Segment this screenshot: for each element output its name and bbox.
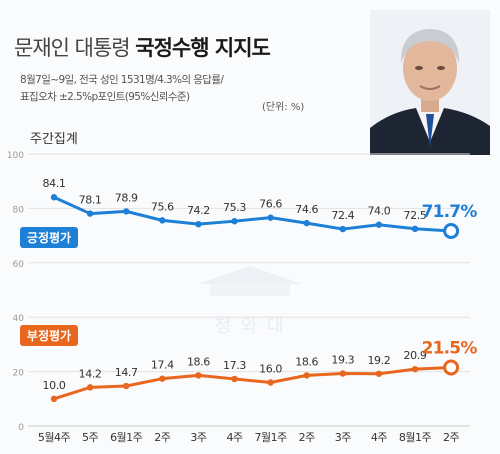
series-1-point-10 [411,365,419,373]
series-0-data-label-4: 74.2 [187,204,210,217]
x-tick-label-9: 4주 [371,431,387,444]
president-portrait-photo [370,10,490,155]
legend-badge-1 [20,325,78,346]
series-1-point-11 [443,359,460,376]
series-1-point-3 [159,375,166,382]
x-tick-label-11: 2주 [443,431,459,444]
legend-badge-0 [20,227,78,248]
x-tick-label-2: 6월1주 [110,431,143,444]
survey-note: 8월7일~9일, 전국 성인 1531명/4.3%의 응답률/ 표집오차 ±2.… [20,72,252,106]
series-0-data-label-5: 75.3 [223,201,246,214]
series-1-data-label-6: 16.0 [259,362,282,375]
series-0-point-0 [50,194,58,201]
x-tick-label-5: 4주 [226,431,242,444]
series-0-point-8 [339,225,346,233]
x-tick-label-4: 3주 [190,431,206,444]
series-0-data-label-3: 75.6 [151,200,174,213]
page-title: 문재인 대통령 국정수행 지지도 [14,32,271,62]
series-1-point-8 [339,370,346,377]
series-0-data-label-7: 74.6 [295,203,318,216]
series-1-data-label-2: 14.7 [115,366,138,379]
title-light: 문재인 대통령 [14,36,131,60]
series-1-point-5 [231,375,238,383]
y-tick-label-0: 0 [18,423,24,433]
series-line-1 [53,366,452,401]
series-0-point-9 [375,221,383,228]
series-1-point-0 [50,395,58,402]
series-0-data-label-6: 76.6 [259,198,282,211]
x-tick-label-0: 5월4주 [38,431,71,444]
series-0-point-3 [159,217,166,224]
x-tick-label-7: 2주 [299,431,315,444]
series-0-point-4 [195,220,202,228]
x-tick-label-3: 2주 [154,431,170,444]
legend-label-1: 부정평가 [27,328,71,343]
series-0-point-5 [231,217,238,225]
series-1-point-2 [123,382,130,390]
series-1-data-label-7: 18.6 [295,355,318,368]
series-1-data-label-11: 21.5% [422,339,478,359]
series-1-data-label-8: 19.3 [331,354,354,367]
series-0-point-1 [86,210,94,217]
y-tick-label-1: 20 [13,369,25,379]
series-1-point-7 [303,372,310,379]
y-tick-label-4: 80 [13,205,25,215]
series-0-point-2 [123,208,130,215]
x-tick-label-1: 5주 [82,431,98,444]
series-1-point-6 [267,379,274,386]
series-1-data-label-5: 17.3 [223,359,246,372]
series-0-point-10 [411,225,419,232]
series-0-data-label-1: 78.1 [79,194,102,207]
series-0-data-label-9: 74.0 [367,205,390,218]
x-tick-label-10: 8월1주 [399,431,432,444]
series-0-data-label-8: 72.4 [331,209,354,222]
unit-label: (단위: %) [262,102,305,113]
series-1-data-label-9: 19.2 [367,354,390,367]
series-0-data-label-10: 72.5 [404,209,427,222]
series-0-data-label-11: 71.7% [422,202,478,222]
series-1-data-label-0: 10.0 [43,379,66,392]
survey-note-line2: 표집오차 ±2.5%p포인트(95%신뢰수준) [20,91,190,103]
series-1-point-9 [375,370,383,377]
series-1-point-1 [86,384,94,391]
series-1-data-label-1: 14.2 [79,367,102,380]
watermark-roof-shape [198,266,302,284]
series-1-data-label-3: 17.4 [151,359,174,372]
watermark-building-shape [210,284,290,296]
series-0-point-7 [303,219,310,227]
x-tick-label-8: 3주 [335,431,351,444]
survey-note-line1: 8월7일~9일, 전국 성인 1531명/4.3%의 응답률/ [20,74,224,86]
y-tick-label-2: 40 [13,314,25,324]
series-1-data-label-4: 18.6 [187,355,210,368]
legend-label-0: 긍정평가 [27,230,71,245]
chart-caption: 주간집계 [30,132,78,147]
series-0-point-6 [267,214,274,221]
y-tick-label-5: 100 [7,151,24,161]
series-1-point-4 [195,372,202,379]
watermark-text: 청 와 대 [214,316,285,337]
x-tick-label-6: 7월1주 [254,431,287,444]
series-line-0 [53,195,452,233]
series-0-data-label-0: 84.1 [43,177,66,190]
series-1-data-label-10: 20.9 [404,349,427,362]
y-tick-label-3: 60 [13,260,25,270]
series-0-point-11 [443,222,460,239]
title-bold: 국정수행 지지도 [135,36,271,60]
series-0-data-label-2: 78.9 [115,191,138,204]
